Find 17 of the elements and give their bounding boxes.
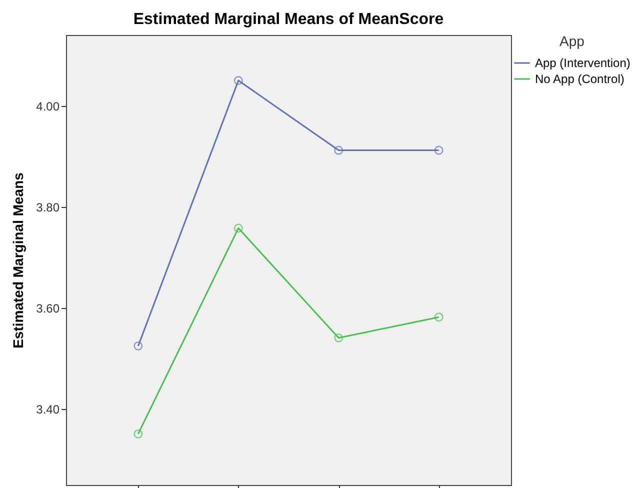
point [134,341,143,350]
point [434,312,444,322]
point [234,76,243,85]
chart-title: Estimated Marginal Means of MeanScore [133,11,444,28]
y-tick-label: 4.00 [36,99,60,114]
y-tick-label: 3.60 [36,302,60,316]
point [434,146,444,155]
y-tick-label: 3.40 [36,402,60,417]
y-tick-label: 3.80 [36,200,60,214]
legend-title: App [560,33,585,49]
legend-label: No App (Control) [535,72,624,86]
legend-label: App (Intervention) [535,56,630,70]
y-axis-title: Estimated Marginal Means [10,172,26,348]
point [134,429,143,438]
point [334,146,344,155]
point [234,224,243,233]
point [334,333,344,342]
